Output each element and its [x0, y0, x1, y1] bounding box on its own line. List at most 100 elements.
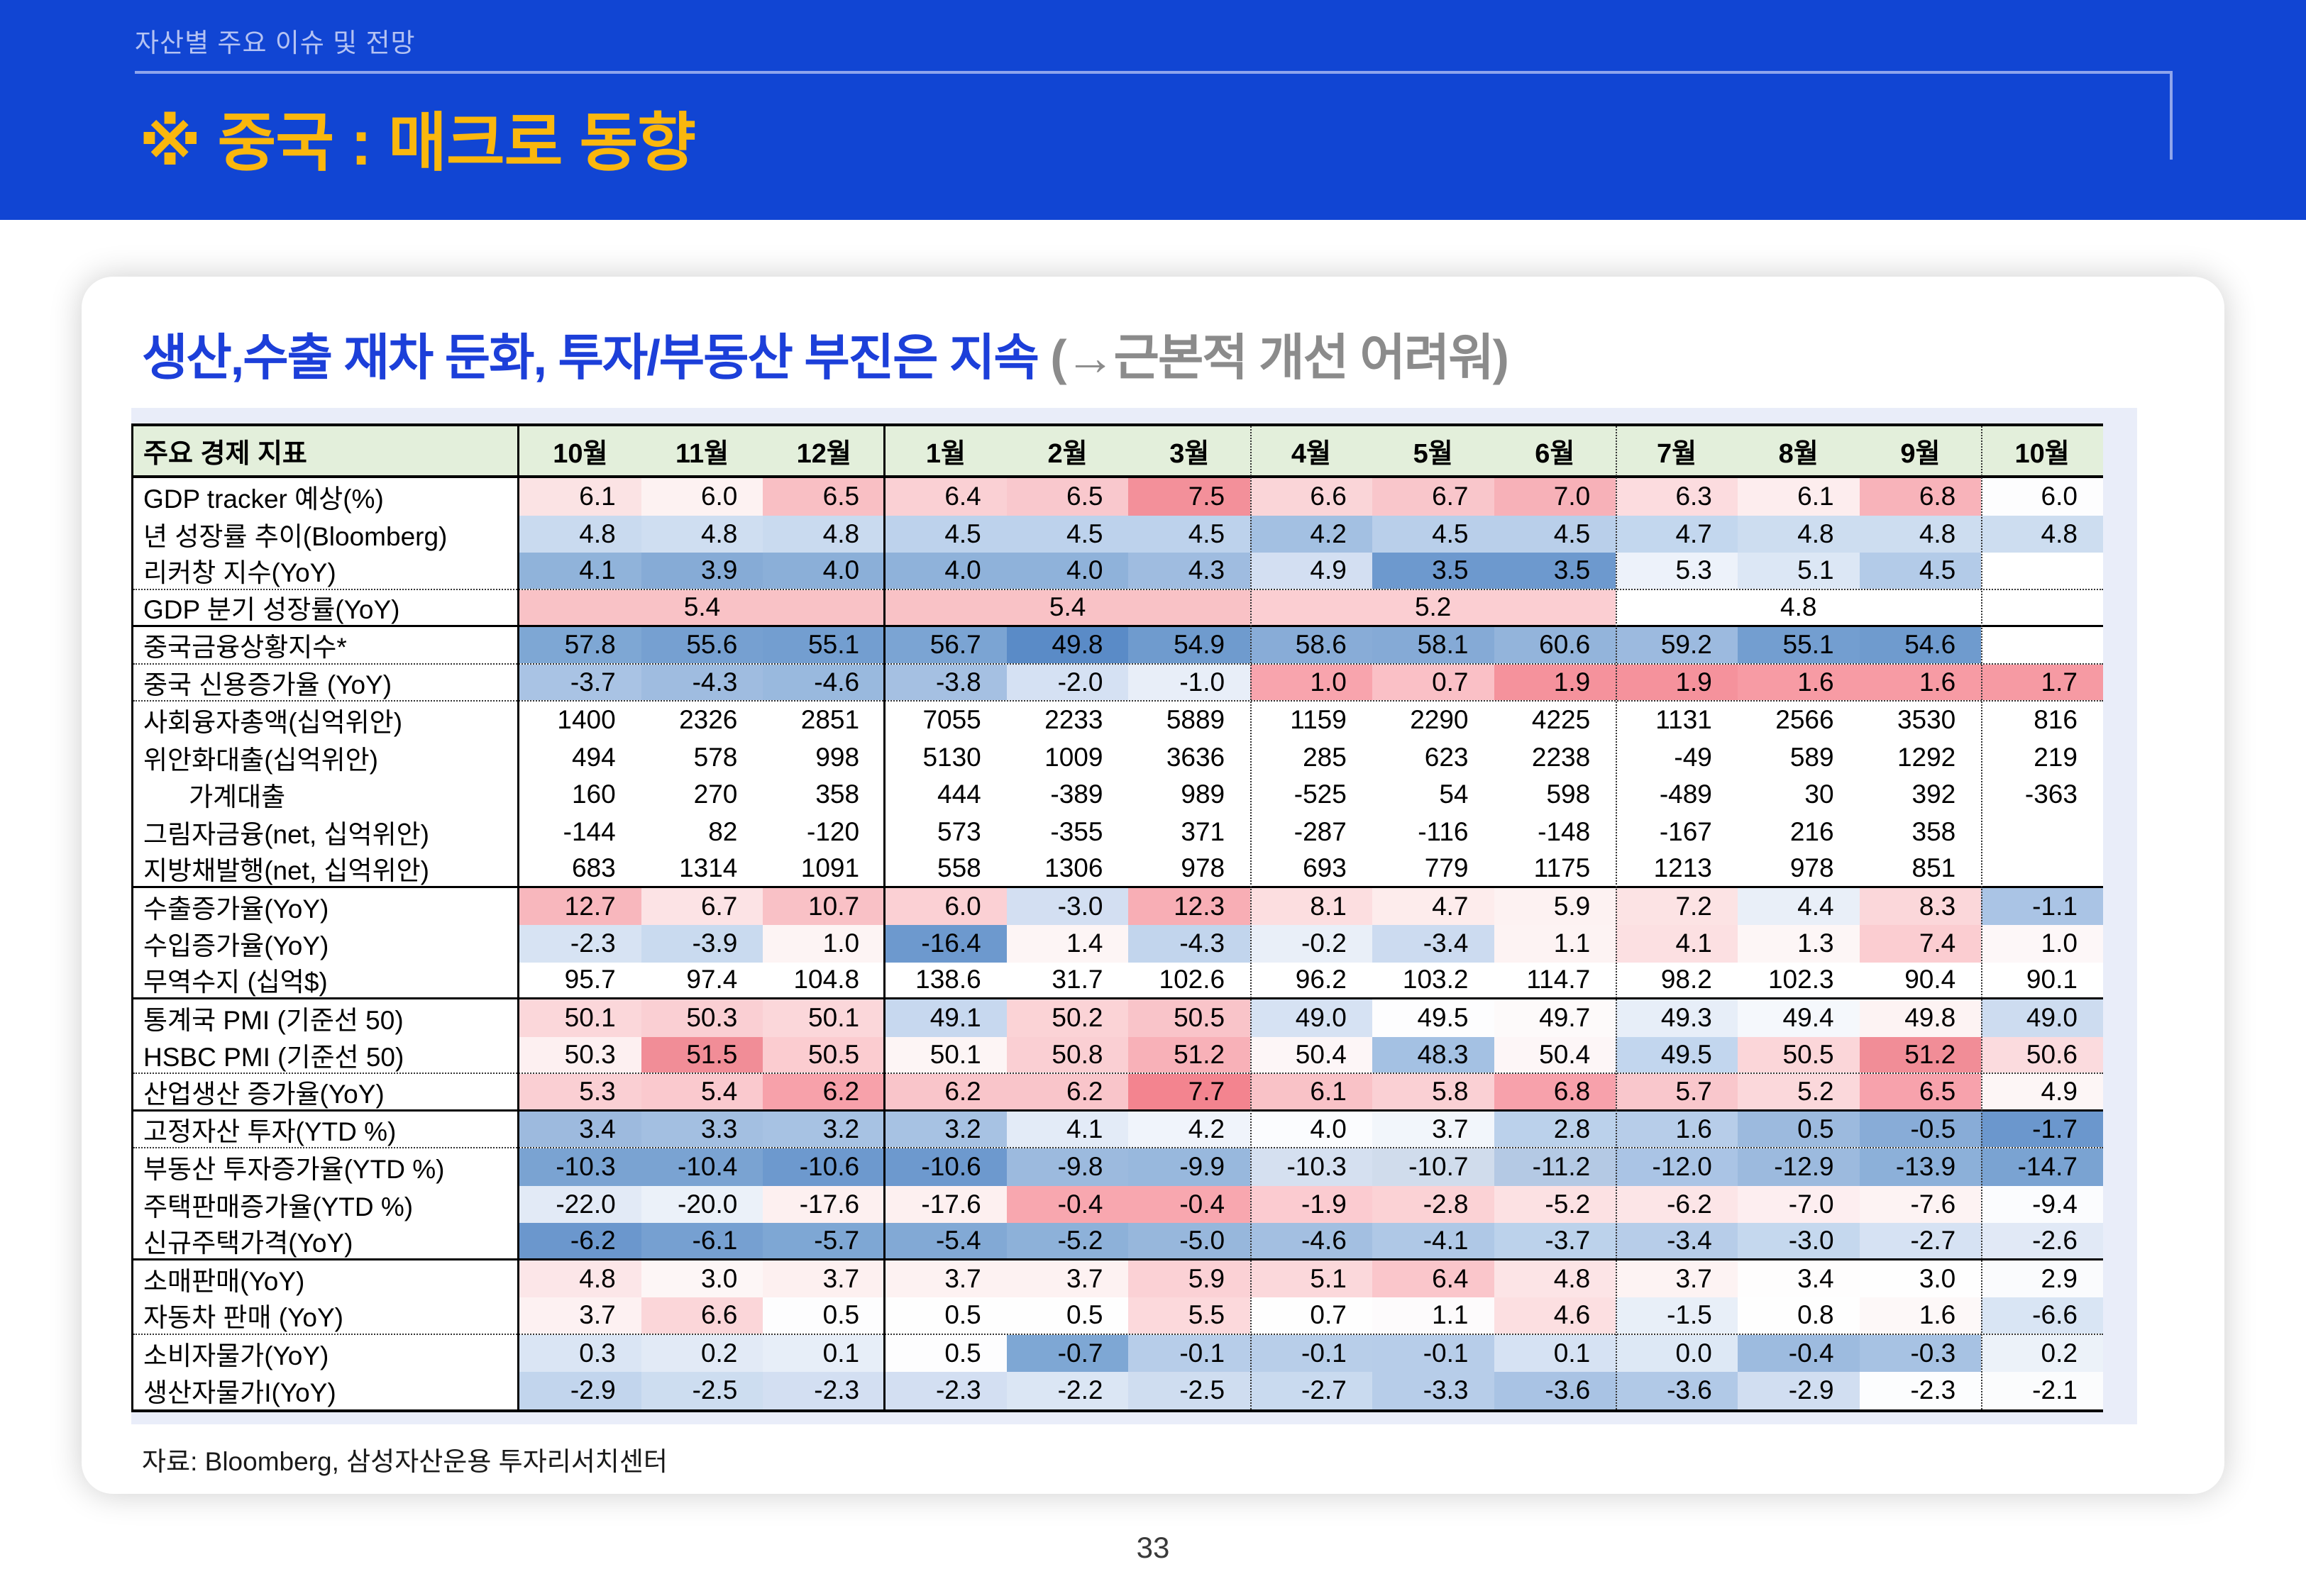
- value-cell: 4.8: [519, 515, 641, 553]
- month-column-header: 2월: [1047, 439, 1088, 469]
- grid-line-q2: [1616, 426, 1617, 1409]
- value-cell: 4.5: [1128, 515, 1251, 553]
- indicator-label: GDP tracker 예상(%): [143, 484, 384, 514]
- value-cell: 54.6: [1859, 627, 1982, 663]
- value-cell: -5.0: [1128, 1223, 1251, 1258]
- value-cell: 6.0: [641, 478, 763, 516]
- value-cell: 50.4: [1250, 1036, 1372, 1073]
- value-cell: -144: [563, 816, 616, 846]
- table-row: 소비자물가(YoY) 0.3 0.2 0.1 0.5 -0.7 -0.1 -0.1 -0.1 0.…: [133, 1334, 2103, 1372]
- value-cell: -4.6: [763, 664, 886, 700]
- month-column-header: 10월: [2014, 439, 2070, 469]
- value-cell: 5.7: [1616, 1074, 1738, 1109]
- value-cell: -3.7: [519, 664, 641, 700]
- value-cell: 1.3: [1737, 925, 1860, 963]
- value-cell: -22.0: [519, 1185, 641, 1223]
- indicator-label: 그림자금융(net, 십억위안): [143, 819, 429, 849]
- value-cell: 2851: [800, 705, 860, 735]
- value-cell: 30: [1804, 780, 1834, 809]
- indicator-label: 수입증가율(YoY): [143, 931, 329, 961]
- value-cell: 50.2: [1006, 999, 1129, 1037]
- table-row: 통계국 PMI (기준선 50) 50.1 50.3 50.1 49.1 50.2 50.5…: [133, 999, 2103, 1037]
- value-cell: 51.2: [1859, 1036, 1982, 1073]
- value-cell: 444: [937, 780, 981, 809]
- value-cell: 50.1: [519, 999, 641, 1037]
- merged-value-cell: 4.8: [1780, 592, 1817, 622]
- value-cell: 6.0: [1981, 478, 2103, 516]
- section-title-main: 생산,수출 재차 둔화, 투자/부동산 부진은 지속: [142, 330, 1051, 385]
- value-cell: -2.3: [519, 925, 641, 963]
- value-cell: 6.5: [1006, 478, 1129, 516]
- value-cell: 7.4: [1859, 925, 1982, 963]
- value-cell: 3.7: [1372, 1111, 1494, 1147]
- value-cell: 4.0: [885, 553, 1007, 589]
- value-cell: -6.2: [1616, 1185, 1738, 1223]
- value-cell: 4.5: [1372, 515, 1494, 553]
- value-cell: 54: [1439, 780, 1469, 809]
- value-cell: -2.3: [1859, 1372, 1982, 1409]
- value-cell: -116: [1418, 816, 1469, 846]
- month-column-header: 1월: [925, 439, 966, 469]
- value-cell: 8.3: [1859, 887, 1982, 925]
- value-cell: 978: [1789, 853, 1834, 882]
- table-row: GDP tracker 예상(%) 6.1 6.0 6.5 6.4 6.5 7.5 6.6 6.…: [133, 478, 2103, 516]
- value-cell: 57.8: [519, 627, 641, 663]
- value-cell: 4.8: [1494, 1260, 1616, 1297]
- value-cell: 1314: [679, 853, 738, 882]
- value-cell: -489: [1659, 780, 1712, 809]
- month-column-header: 6월: [1535, 439, 1575, 469]
- value-cell: 1400: [557, 705, 616, 735]
- value-cell: 1131: [1655, 705, 1712, 735]
- value-cell: -3.0: [1006, 887, 1129, 925]
- table-row: 산업생산 증가율(YoY) 5.3 5.4 6.2 6.2 6.2 7.7 6.1 5.8 6.8…: [133, 1074, 2103, 1112]
- value-cell: 1159: [1290, 705, 1347, 735]
- value-cell: 6.2: [1006, 1074, 1129, 1109]
- value-cell: 1.7: [1981, 664, 2103, 700]
- value-cell: 3.4: [519, 1111, 641, 1147]
- value-cell: -525: [1293, 780, 1347, 809]
- value-cell: 494: [571, 742, 616, 772]
- value-cell: 55.1: [1737, 627, 1860, 663]
- value-cell: 371: [1181, 816, 1225, 846]
- value-cell: 1.1: [1372, 1297, 1494, 1334]
- value-cell: 58.6: [1250, 627, 1372, 663]
- value-cell: 5.1: [1737, 553, 1860, 589]
- indicator-label: 생산자물가I(YoY): [143, 1378, 336, 1408]
- value-cell: 55.6: [641, 627, 763, 663]
- value-cell: 0.7: [1250, 1297, 1372, 1334]
- value-cell: 578: [693, 742, 738, 772]
- value-cell: 6.7: [641, 887, 763, 925]
- value-cell: -2.8: [1372, 1185, 1494, 1223]
- value-cell: 1.9: [1616, 664, 1738, 700]
- value-cell: 49.0: [1981, 999, 2103, 1037]
- value-cell: 5.9: [1494, 887, 1616, 925]
- month-column-header: 12월: [796, 439, 851, 469]
- value-cell: 50.4: [1494, 1036, 1616, 1073]
- value-cell: 160: [571, 780, 616, 809]
- value-cell: 6.6: [1250, 478, 1372, 516]
- value-cell: 4.3: [1128, 553, 1251, 589]
- value-cell: 54.9: [1128, 627, 1251, 663]
- indicator-label: 사회융자총액(십억위안): [143, 708, 403, 738]
- value-cell: 104.8: [793, 965, 860, 994]
- value-cell: 5.8: [1372, 1074, 1494, 1109]
- value-cell: -2.5: [1128, 1372, 1251, 1409]
- value-cell: 5.1: [1250, 1260, 1372, 1297]
- value-cell: 1.6: [1737, 664, 1860, 700]
- value-cell: -3.4: [1372, 925, 1494, 963]
- value-cell: 1.6: [1616, 1111, 1738, 1147]
- value-cell: 49.0: [1250, 999, 1372, 1037]
- indicator-label: 자동차 판매 (YoY): [143, 1303, 343, 1333]
- macro-indicator-table: 주요 경제 지표 10월 11월 12월 1월 2월 3월 4월 5월 6월 7월 8월 9월 10월 …: [131, 423, 2103, 1412]
- value-cell: 95.7: [564, 965, 616, 994]
- value-cell: -3.3: [1372, 1372, 1494, 1409]
- section-title-note: (→근본적 개선 어려워): [1050, 330, 1509, 385]
- value-cell: [1981, 814, 2103, 851]
- value-cell: 5889: [1166, 705, 1225, 735]
- value-cell: -0.1: [1128, 1334, 1251, 1372]
- value-cell: -1.7: [1981, 1111, 2103, 1147]
- value-cell: 138.6: [915, 965, 981, 994]
- value-cell: -6.2: [519, 1223, 641, 1258]
- value-cell: 0.2: [641, 1334, 763, 1372]
- table-header-row: 주요 경제 지표 10월 11월 12월 1월 2월 3월 4월 5월 6월 7월 8월 9월 10월: [133, 426, 2103, 478]
